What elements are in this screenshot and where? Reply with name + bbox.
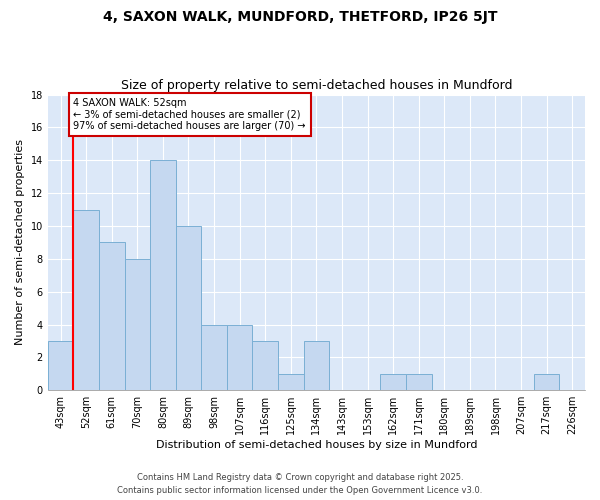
Bar	[534, 374, 559, 390]
Bar	[201, 324, 227, 390]
Text: 4 SAXON WALK: 52sqm
← 3% of semi-detached houses are smaller (2)
97% of semi-det: 4 SAXON WALK: 52sqm ← 3% of semi-detache…	[73, 98, 306, 131]
Y-axis label: Number of semi-detached properties: Number of semi-detached properties	[15, 140, 25, 346]
Bar	[304, 341, 329, 390]
X-axis label: Distribution of semi-detached houses by size in Mundford: Distribution of semi-detached houses by …	[155, 440, 477, 450]
Bar	[227, 324, 253, 390]
Bar	[380, 374, 406, 390]
Bar	[253, 341, 278, 390]
Bar	[125, 259, 150, 390]
Bar	[48, 341, 73, 390]
Bar	[176, 226, 201, 390]
Title: Size of property relative to semi-detached houses in Mundford: Size of property relative to semi-detach…	[121, 79, 512, 92]
Bar	[73, 210, 99, 390]
Bar	[406, 374, 431, 390]
Text: Contains HM Land Registry data © Crown copyright and database right 2025.
Contai: Contains HM Land Registry data © Crown c…	[118, 474, 482, 495]
Bar	[150, 160, 176, 390]
Bar	[278, 374, 304, 390]
Bar	[99, 242, 125, 390]
Text: 4, SAXON WALK, MUNDFORD, THETFORD, IP26 5JT: 4, SAXON WALK, MUNDFORD, THETFORD, IP26 …	[103, 10, 497, 24]
